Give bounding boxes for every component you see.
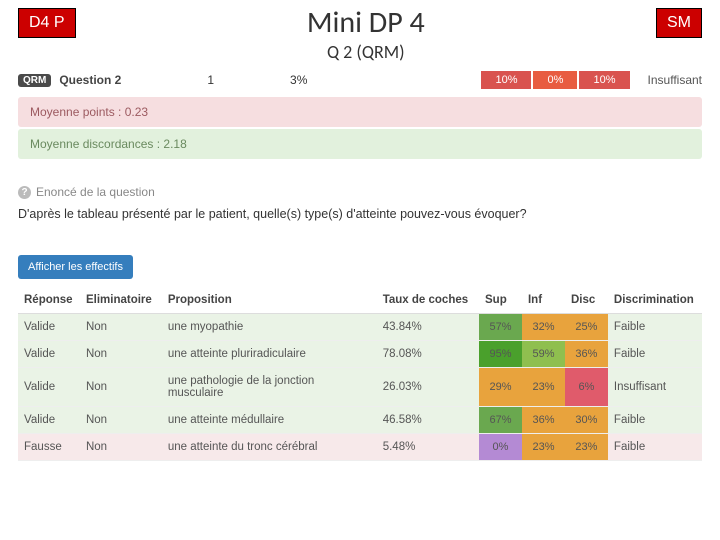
question-num2: 3% [290,73,307,87]
table-cell: une myopathie [162,314,377,341]
stat-cell: 23% [522,368,565,407]
results-table: RéponseEliminatoirePropositionTaux de co… [18,287,702,461]
table-cell: une pathologie de la jonction musculaire [162,368,377,407]
table-header-cell: Réponse [18,287,80,314]
page-header: D4 P Mini DP 4 Q 2 (QRM) SM [0,0,720,67]
table-cell: Non [80,368,162,407]
table-header-cell: Discrimination [608,287,702,314]
table-cell: Faible [608,341,702,368]
table-row: ValideNonune atteinte médullaire46.58%67… [18,407,702,434]
table-row: ValideNonune myopathie43.84%57%32%25%Fai… [18,314,702,341]
table-cell: 26.03% [377,368,479,407]
table-header-cell: Inf [522,287,565,314]
table-cell: Non [80,314,162,341]
enonce-heading-label: Enoncé de la question [36,185,155,199]
table-cell: 43.84% [377,314,479,341]
table-cell: une atteinte médullaire [162,407,377,434]
stat-cell: 36% [522,407,565,434]
stat-cell: 32% [522,314,565,341]
stat-cell: 36% [565,341,608,368]
left-badge: D4 P [18,8,76,38]
enonce-text: D'après le tableau présenté par le patie… [0,203,720,231]
table-header-cell: Eliminatoire [80,287,162,314]
enonce-heading: ? Enoncé de la question [0,179,720,203]
page-title: Mini DP 4 [76,4,656,41]
table-header-cell: Sup [479,287,522,314]
stat-cell: 95% [479,341,522,368]
help-icon: ? [18,186,31,199]
table-header-row: RéponseEliminatoirePropositionTaux de co… [18,287,702,314]
table-cell: une atteinte du tronc cérébral [162,434,377,461]
table-cell: Valide [18,407,80,434]
stat-cell: 6% [565,368,608,407]
table-row: FausseNonune atteinte du tronc cérébral5… [18,434,702,461]
question-num1: 1 [207,73,214,87]
table-cell: 5.48% [377,434,479,461]
stat-cell: 57% [479,314,522,341]
title-block: Mini DP 4 Q 2 (QRM) [76,4,656,63]
question-status: Insuffisant [638,73,702,87]
table-cell: Faible [608,314,702,341]
qrm-pill: QRM [18,74,51,87]
table-body: ValideNonune myopathie43.84%57%32%25%Fai… [18,314,702,461]
table-cell: Non [80,341,162,368]
avg-points-banner: Moyenne points : 0.23 [18,97,702,127]
pct-cell: 10% [481,71,531,89]
table-cell: 46.58% [377,407,479,434]
question-pct-row: 10%0%10% [481,71,629,89]
table-cell: Non [80,434,162,461]
stat-cell: 23% [565,434,608,461]
table-cell: Faible [608,407,702,434]
afficher-effectifs-button[interactable]: Afficher les effectifs [18,255,133,279]
table-cell: Fausse [18,434,80,461]
question-label: Question 2 [59,73,121,87]
pct-cell: 10% [579,71,629,89]
question-bar: QRM Question 2 1 3% 10%0%10% Insuffisant [0,67,720,95]
stat-cell: 29% [479,368,522,407]
table-cell: Non [80,407,162,434]
table-cell: 78.08% [377,341,479,368]
avg-disc-banner: Moyenne discordances : 2.18 [18,129,702,159]
stat-cell: 23% [522,434,565,461]
stat-cell: 59% [522,341,565,368]
table-cell: Valide [18,368,80,407]
pct-cell: 0% [533,71,577,89]
table-cell: Insuffisant [608,368,702,407]
stat-cell: 30% [565,407,608,434]
stat-cell: 67% [479,407,522,434]
table-row: ValideNonune pathologie de la jonction m… [18,368,702,407]
table-cell: Valide [18,341,80,368]
table-cell: Faible [608,434,702,461]
table-cell: une atteinte pluriradiculaire [162,341,377,368]
table-row: ValideNonune atteinte pluriradiculaire78… [18,341,702,368]
table-header-cell: Taux de coches [377,287,479,314]
stat-cell: 0% [479,434,522,461]
table-header-cell: Proposition [162,287,377,314]
table-cell: Valide [18,314,80,341]
table-header-cell: Disc [565,287,608,314]
stat-cell: 25% [565,314,608,341]
page-subtitle: Q 2 (QRM) [76,41,656,63]
right-badge: SM [656,8,702,38]
